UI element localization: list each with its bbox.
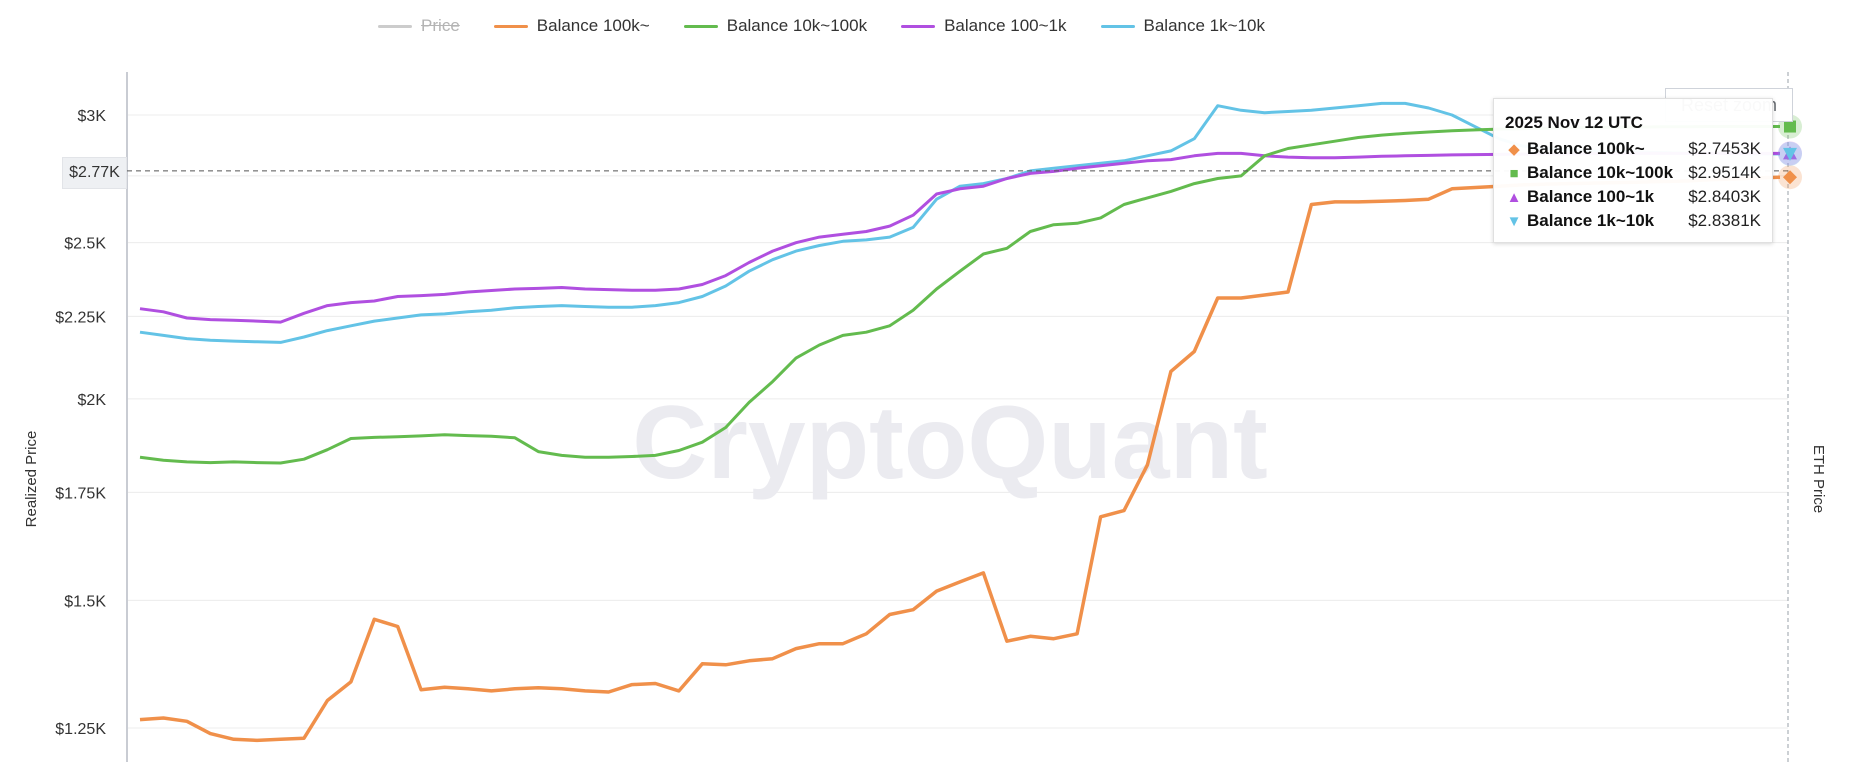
series-marker-icon: ▼ — [1506, 212, 1522, 230]
series-end-marker-square — [1784, 120, 1796, 133]
legend-item[interactable]: Balance 100~1k — [901, 16, 1067, 36]
y-tick-label: $2.25K — [55, 309, 106, 326]
tooltip-rows: ◆ Balance 100k~ $2.7453K ■ Balance 10k~100k $… — [1505, 137, 1761, 233]
tooltip: 2025 Nov 12 UTC ◆ Balance 100k~ $2.7453K ■ B… — [1493, 98, 1773, 243]
crosshair-value-label: $2.77K — [62, 157, 127, 189]
series-marker-icon: ■ — [1509, 164, 1519, 182]
y-tick-label: $3K — [78, 108, 107, 125]
tooltip-series-name: Balance 100~1k — [1527, 187, 1655, 206]
legend-swatch — [493, 24, 528, 28]
y-axis-title: Realized Price — [23, 431, 40, 528]
tooltip-row: ▲ Balance 100~1k $2.8403K — [1505, 185, 1761, 209]
tooltip-series-name: Balance 100k~ — [1527, 139, 1645, 158]
tooltip-series-value: $2.8381K — [1688, 211, 1761, 230]
legend-item[interactable]: Balance 100k~ — [493, 16, 650, 36]
tooltip-date: 2025 Nov 12 UTC — [1505, 113, 1643, 132]
right-axis-title: ETH Price — [1810, 445, 1827, 513]
tooltip-row: ▼ Balance 1k~10k $2.8381K — [1505, 209, 1761, 233]
series-end-marker-triangle-down — [1783, 147, 1797, 161]
tooltip-row: ◆ Balance 100k~ $2.7453K — [1505, 137, 1761, 161]
legend-label: Price — [421, 16, 460, 35]
legend-swatch — [901, 24, 936, 28]
tooltip-row: ■ Balance 10k~100k $2.9514K — [1505, 161, 1761, 185]
y-axis-ticks: $3K$$2.5K$2.25K$2K$1.75K$1.5K$1.25K — [55, 108, 106, 738]
y-tick-label: $1.25K — [55, 721, 106, 738]
series-end-marker-diamond — [1783, 170, 1797, 185]
legend-label: Balance 100k~ — [536, 16, 650, 35]
series-marker-icon: ▲ — [1506, 188, 1522, 206]
legend-swatch — [1100, 24, 1135, 28]
tooltip-series-value: $2.8403K — [1688, 187, 1761, 206]
legend-item[interactable]: Price — [378, 16, 460, 36]
series-marker-icon: ◆ — [1508, 141, 1520, 158]
legend-item[interactable]: Balance 1k~10k — [1100, 16, 1265, 36]
legend-swatch — [378, 24, 413, 28]
y-tick-label: $2K — [78, 392, 107, 409]
legend-item[interactable]: Balance 10k~100k — [683, 16, 868, 36]
y-tick-label: $1.75K — [55, 485, 106, 502]
y-tick-label: $1.5K — [64, 593, 106, 610]
watermark: CryptoQuant — [632, 385, 1268, 501]
tooltip-series-value: $2.9514K — [1688, 163, 1761, 182]
tooltip-series-name: Balance 1k~10k — [1527, 211, 1655, 230]
series-end-markers — [1778, 114, 1802, 190]
tooltip-series-name: Balance 10k~100k — [1527, 163, 1674, 182]
tooltip-series-value: $2.7453K — [1688, 139, 1761, 158]
legend-label: Balance 10k~100k — [726, 16, 868, 35]
y-tick-label: $2.5K — [64, 236, 106, 253]
legend-label: Balance 1k~10k — [1143, 16, 1265, 35]
legend-swatch — [683, 24, 718, 28]
legend: Price Balance 100k~ Balance 10k~100k Balanc… — [0, 14, 1873, 38]
legend-label: Balance 100~1k — [944, 16, 1067, 35]
